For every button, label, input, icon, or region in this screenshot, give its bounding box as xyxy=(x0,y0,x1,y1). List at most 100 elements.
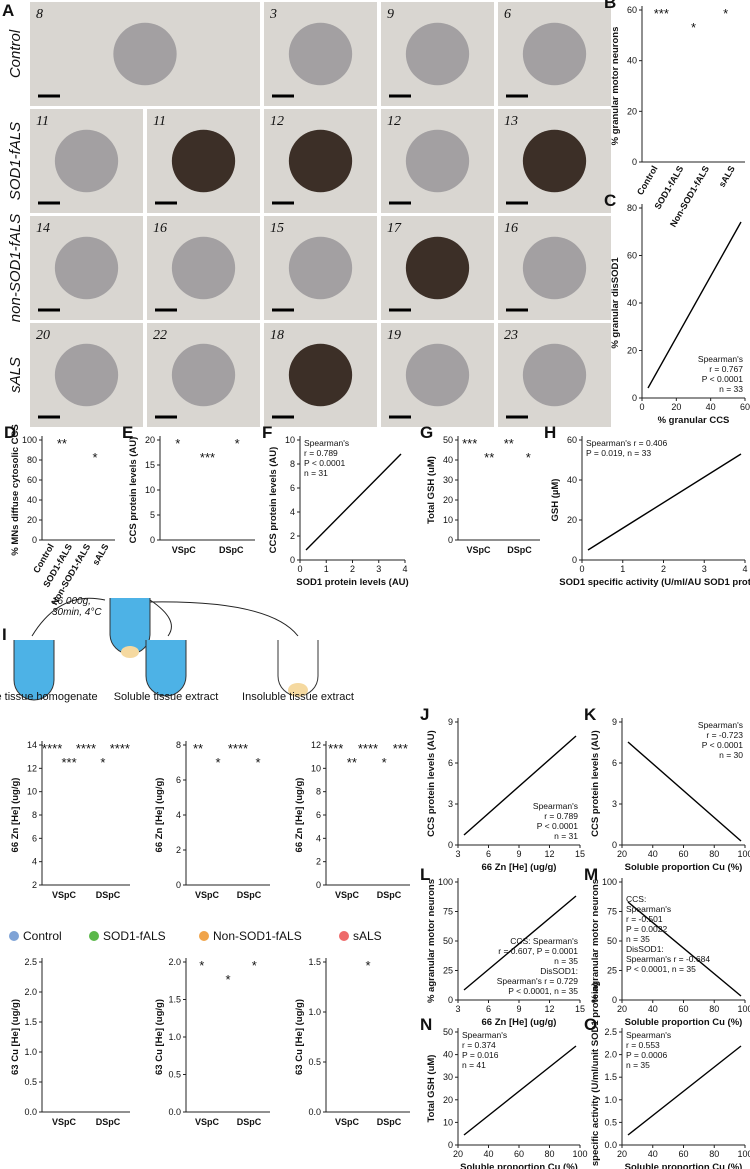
category-label: DSpC xyxy=(96,1117,121,1127)
y-tick-label: 0.5 xyxy=(24,1077,37,1087)
y-tick-label: 40 xyxy=(443,455,453,465)
y-tick-label: 1.5 xyxy=(24,1017,37,1027)
x-tick-label: 40 xyxy=(648,849,658,859)
y-tick-label: 60 xyxy=(27,475,37,485)
y-tick-label: 3 xyxy=(612,799,617,809)
category-label: VSpC xyxy=(52,1117,77,1127)
y-axis-label: GSH (µM) xyxy=(550,479,561,522)
y-tick-label: 2.5 xyxy=(604,1027,617,1037)
y-axis-label: Total GSH (uM) xyxy=(426,456,437,524)
x-tick-label: 0 xyxy=(579,564,584,574)
x-tick-label: 60 xyxy=(514,1149,524,1159)
stat-text: r = 0.374 xyxy=(462,1040,496,1050)
y-tick-label: 1.5 xyxy=(604,1072,617,1082)
image-number: 12 xyxy=(387,114,401,129)
category-label: sALS xyxy=(717,164,737,189)
tube-label: Whole tissue homogenate xyxy=(0,691,98,703)
category-label: VSpC xyxy=(52,890,77,900)
y-tick-label: 0 xyxy=(448,1140,453,1150)
neuron xyxy=(405,343,470,407)
x-tick-label: 1 xyxy=(324,564,329,574)
y-axis-label: % granular motor neurons xyxy=(610,27,621,146)
y-tick-label: 20 xyxy=(27,515,37,525)
y-axis-label: 66 Zn [He] (ug/g) xyxy=(294,778,305,853)
stat-text: Spearman's xyxy=(462,1030,507,1040)
image-number: 12 xyxy=(270,114,284,129)
y-tick-label: 25 xyxy=(607,966,617,976)
y-tick-label: 4 xyxy=(316,833,321,843)
x-tick-label: 4 xyxy=(402,564,407,574)
y-tick-label: 2.0 xyxy=(168,957,181,967)
x-tick-label: 100 xyxy=(737,1149,750,1159)
significance: **** xyxy=(76,741,96,756)
image-number: 20 xyxy=(36,328,50,343)
y-tick-label: 0.0 xyxy=(168,1107,181,1117)
regression-line xyxy=(627,1045,742,1136)
y-tick-label: 60 xyxy=(627,251,637,261)
significance: * xyxy=(723,6,728,21)
image-number: 9 xyxy=(387,7,394,22)
x-tick-label: 40 xyxy=(648,1004,658,1014)
x-tick-label: 0 xyxy=(297,564,302,574)
tube-label: Soluble tissue extract xyxy=(114,691,219,703)
stat-text: Spearman's xyxy=(698,720,743,730)
significance: **** xyxy=(358,741,378,756)
significance: * xyxy=(382,755,387,770)
legend-swatch xyxy=(339,931,349,941)
x-tick-label: 0 xyxy=(639,402,644,412)
x-tick-label: 20 xyxy=(617,1004,627,1014)
stat-text: r = -0.501 xyxy=(626,914,663,924)
y-tick-label: 0.0 xyxy=(24,1107,37,1117)
x-axis-label: 66 Zn [He] (ug/g) xyxy=(482,1017,557,1028)
panel-label: C xyxy=(604,191,616,210)
stat-text: P < 0.0001 xyxy=(304,458,345,468)
panel-label: N xyxy=(420,1015,432,1034)
panel-label: O xyxy=(584,1015,597,1034)
panel-label: M xyxy=(584,865,598,884)
y-axis-label: % agranular motor neurons xyxy=(590,879,601,1003)
stat-text: CCS: Spearman's xyxy=(510,936,578,946)
stat-text: Spearman's xyxy=(533,801,578,811)
x-tick-label: 40 xyxy=(483,1149,493,1159)
significance: * xyxy=(225,972,230,987)
regression-line xyxy=(305,453,402,551)
y-tick-label: 6 xyxy=(176,775,181,785)
stat-text: Spearman's r = -0.684 xyxy=(626,954,710,964)
stat-text: P < 0.0001 xyxy=(537,821,578,831)
x-tick-label: 15 xyxy=(575,1004,585,1014)
tube xyxy=(13,640,55,701)
neuron xyxy=(522,236,587,300)
significance: **** xyxy=(228,741,248,756)
y-axis-label: 66 Zn [He] (ug/g) xyxy=(154,778,165,853)
image-number: 16 xyxy=(504,221,518,236)
neuron xyxy=(288,236,353,300)
x-tick-label: 6 xyxy=(486,1004,491,1014)
y-tick-label: 100 xyxy=(602,877,617,887)
y-tick-label: 40 xyxy=(627,56,637,66)
category-label: VSpC xyxy=(466,545,491,555)
significance: * xyxy=(215,755,220,770)
significance: *** xyxy=(462,436,477,451)
y-axis-label: 63 Cu [He] (ug/g) xyxy=(10,999,21,1075)
tube xyxy=(145,640,187,697)
stat-text: r = 0.607, P = 0.0001 xyxy=(498,946,578,956)
x-tick-label: 2 xyxy=(350,564,355,574)
y-tick-label: 2 xyxy=(32,880,37,890)
x-axis-label: SOD1 protein levels (AU) xyxy=(296,577,408,588)
y-tick-label: 0 xyxy=(32,535,37,545)
significance: * xyxy=(199,958,204,973)
y-tick-label: 14 xyxy=(27,740,37,750)
neuron xyxy=(113,22,177,86)
x-tick-label: 3 xyxy=(455,1004,460,1014)
y-tick-label: 10 xyxy=(443,1117,453,1127)
y-axis-label: % agranular motor neurons xyxy=(426,879,437,1003)
stat-text: Spearman's xyxy=(304,438,349,448)
y-tick-label: 30 xyxy=(443,475,453,485)
category-label: DSpC xyxy=(219,545,244,555)
x-axis-label: 66 Zn [He] (ug/g) xyxy=(482,862,557,873)
y-axis-label: 63 Cu [He] (ug/g) xyxy=(294,999,305,1075)
category-label: DSpC xyxy=(237,890,262,900)
stat-text: n = 35 xyxy=(626,1060,650,1070)
category-label: VSpC xyxy=(172,545,197,555)
